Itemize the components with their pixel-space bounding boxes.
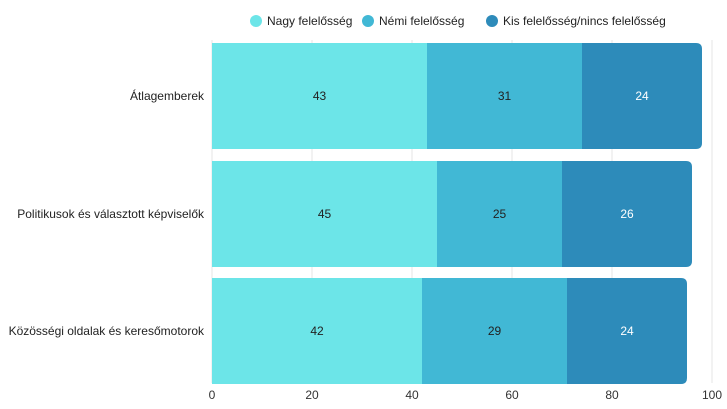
bar-value-label-0-0: 43 — [313, 89, 327, 103]
legend-swatch-0 — [250, 15, 262, 27]
category-label-2: Közösségi oldalak és keresőmotorok — [9, 324, 205, 338]
legend-item-2: Kis felelősség/nincs felelősség — [486, 14, 666, 28]
bar-value-label-1-1: 25 — [493, 207, 507, 221]
bar-segment-0-2 — [582, 43, 702, 149]
bar-segment-0-1 — [427, 43, 582, 149]
bar-row-1: 45 25 26 — [212, 161, 692, 267]
bar-value-label-2-0: 42 — [310, 324, 324, 338]
x-tick-label-2: 40 — [405, 388, 419, 402]
x-tick-label-3: 60 — [505, 388, 519, 402]
legend-item-0: Nagy felelősség — [250, 14, 352, 28]
bar-segment-2-0 — [212, 278, 422, 384]
bars: 43 31 24 45 25 26 42 29 24 — [212, 43, 702, 384]
bar-value-label-2-1: 29 — [488, 324, 502, 338]
bar-value-label-2-2: 24 — [620, 324, 634, 338]
bar-value-label-0-2: 24 — [635, 89, 649, 103]
bar-value-label-0-1: 31 — [498, 89, 512, 103]
x-tick-label-5: 100 — [702, 388, 722, 402]
bar-row-0: 43 31 24 — [212, 43, 702, 149]
legend-item-1: Némi felelősség — [362, 14, 464, 28]
bar-segment-2-1 — [422, 278, 567, 384]
category-label-0: Átlagemberek — [130, 88, 205, 103]
bar-segment-1-0 — [212, 161, 437, 267]
x-tick-label-4: 80 — [605, 388, 619, 402]
bar-segment-1-2 — [562, 161, 692, 267]
bar-segment-0-0 — [212, 43, 427, 149]
legend-label-2: Kis felelősség/nincs felelősség — [503, 14, 666, 28]
bar-row-2: 42 29 24 — [212, 278, 687, 384]
x-tick-label-0: 0 — [209, 388, 216, 402]
legend-label-0: Nagy felelősség — [267, 14, 352, 28]
legend-swatch-2 — [486, 15, 498, 27]
x-axis: 0 20 40 60 80 100 — [209, 388, 723, 402]
bar-value-label-1-2: 26 — [620, 207, 634, 221]
category-labels: Átlagemberek Politikusok és választott ké… — [9, 88, 205, 338]
legend-swatch-1 — [362, 15, 374, 27]
bar-value-label-1-0: 45 — [318, 207, 332, 221]
bar-segment-2-2 — [567, 278, 687, 384]
x-tick-label-1: 20 — [305, 388, 319, 402]
legend-label-1: Némi felelősség — [379, 14, 464, 28]
legend: Nagy felelősség Némi felelősség Kis felelő… — [250, 14, 666, 28]
category-label-1: Politikusok és választott képviselők — [17, 207, 205, 221]
bar-segment-1-1 — [437, 161, 562, 267]
